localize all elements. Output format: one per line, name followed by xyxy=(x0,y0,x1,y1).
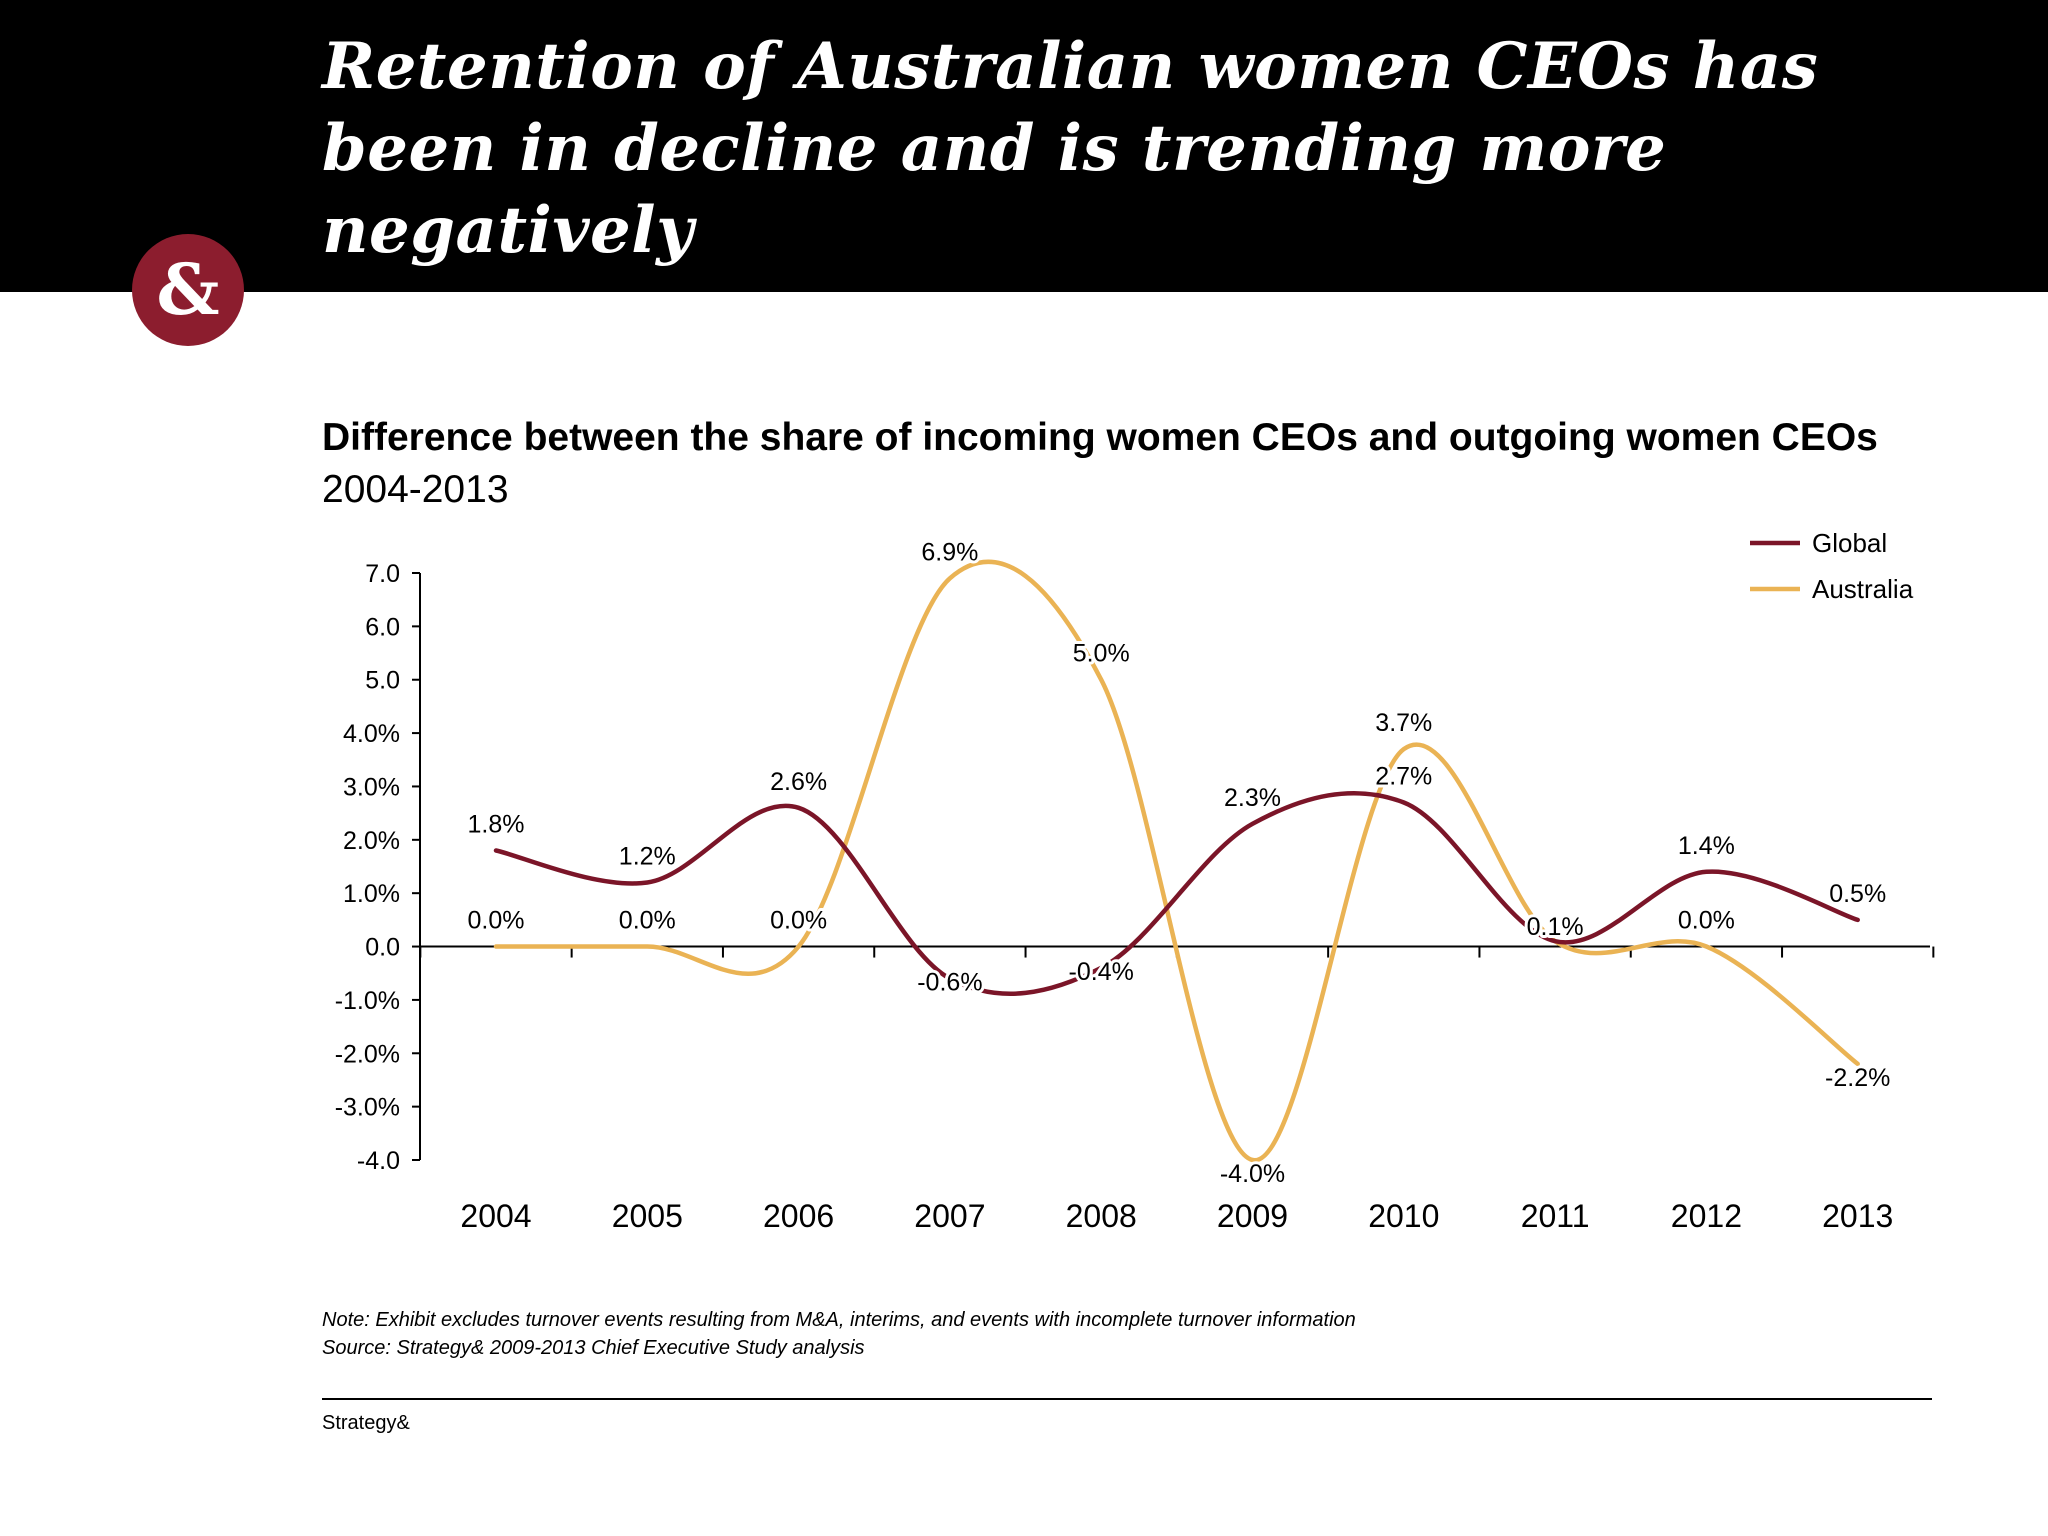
data-label-australia: 0.0% xyxy=(619,907,676,935)
x-tick-label: 2009 xyxy=(1217,1198,1288,1234)
brand-badge-ampersand-logo: & xyxy=(132,234,244,346)
data-label-australia: 5.0% xyxy=(1073,640,1130,668)
legend-label-australia: Australia xyxy=(1812,574,1914,604)
data-label-australia: 0.0% xyxy=(1678,907,1735,935)
series-lines xyxy=(493,559,1860,1163)
legend-label-global: Global xyxy=(1812,528,1887,558)
note-text: Note: Exhibit excludes turnover events r… xyxy=(322,1309,1356,1331)
data-labels: 1.8% 1.2% 2.6% -0.6% -0.4% 2.3% 2.7% 0.1% 1.4% 0.… xyxy=(465,535,1894,1191)
legend: Global Australia xyxy=(1750,528,1914,604)
y-tick-label: 6.0 xyxy=(365,613,400,641)
data-label-global: -0.6% xyxy=(917,969,982,997)
x-tick-label: 2006 xyxy=(763,1198,834,1234)
x-tick-label: 2008 xyxy=(1066,1198,1137,1234)
slide-title: Retention of Australian women CEOs has b… xyxy=(322,29,1819,268)
footer-divider xyxy=(322,1398,1932,1400)
chart-title: Difference between the share of incoming… xyxy=(322,412,1942,516)
series-line-global xyxy=(493,790,1860,996)
y-tick-label: 4.0% xyxy=(343,720,400,748)
data-label-global: 1.2% xyxy=(619,843,676,871)
footer-brand: Strategy& xyxy=(322,1412,410,1434)
x-tick-label: 2010 xyxy=(1368,1198,1439,1234)
x-tick-label: 2011 xyxy=(1521,1198,1590,1234)
data-label-global: 1.8% xyxy=(468,810,525,838)
data-label-global: 0.1% xyxy=(1527,913,1584,941)
x-tick-label: 2013 xyxy=(1822,1198,1893,1234)
y-tick-label: -2.0% xyxy=(335,1040,400,1068)
chart-notes: Note: Exhibit excludes turnover events r… xyxy=(322,1306,1356,1362)
y-tick-label: 2.0% xyxy=(343,827,400,855)
data-label-australia: -4.0% xyxy=(1220,1160,1285,1188)
header-bar xyxy=(0,0,2048,292)
x-tick-label: 2012 xyxy=(1671,1198,1742,1234)
y-tick-label: 5.0 xyxy=(365,667,400,695)
y-tick-label: 7.0 xyxy=(365,560,400,588)
data-label-australia: 6.9% xyxy=(921,538,978,566)
y-tick-label: 1.0% xyxy=(343,880,400,908)
data-label-global: 2.3% xyxy=(1224,784,1281,812)
y-tick-label: 0.0 xyxy=(365,934,400,962)
y-tick-label: -1.0% xyxy=(335,987,400,1015)
data-label-global: 2.6% xyxy=(770,768,827,796)
x-tick-label: 2005 xyxy=(612,1198,683,1234)
data-label-australia: -2.2% xyxy=(1825,1064,1890,1092)
y-tick-label: 3.0% xyxy=(343,773,400,801)
chart-subtitle: 2004-2013 xyxy=(322,468,509,511)
y-tick-label: -4.0 xyxy=(357,1147,400,1175)
axes: 7.0 6.0 5.0 4.0% 3.0% 2.0% 1.0% 0.0 -1.0% -2.0% -3… xyxy=(335,560,1935,1234)
y-tick-label: -3.0% xyxy=(335,1094,400,1122)
data-label-global: 2.7% xyxy=(1375,762,1432,790)
x-tick-label: 2007 xyxy=(914,1198,985,1234)
data-label-global: 1.4% xyxy=(1678,832,1735,860)
data-label-australia: 3.7% xyxy=(1375,709,1432,737)
data-label-global: -0.4% xyxy=(1069,958,1134,986)
chart-title-main: Difference between the share of incoming… xyxy=(322,416,1878,459)
x-tick-label: 2004 xyxy=(460,1198,531,1234)
data-label-australia: 0.0% xyxy=(770,907,827,935)
series-line-australia xyxy=(493,559,1860,1163)
source-text: Source: Strategy& 2009-2013 Chief Execut… xyxy=(322,1337,865,1359)
data-label-australia: 0.0% xyxy=(468,907,525,935)
data-label-global: 0.5% xyxy=(1829,880,1886,908)
